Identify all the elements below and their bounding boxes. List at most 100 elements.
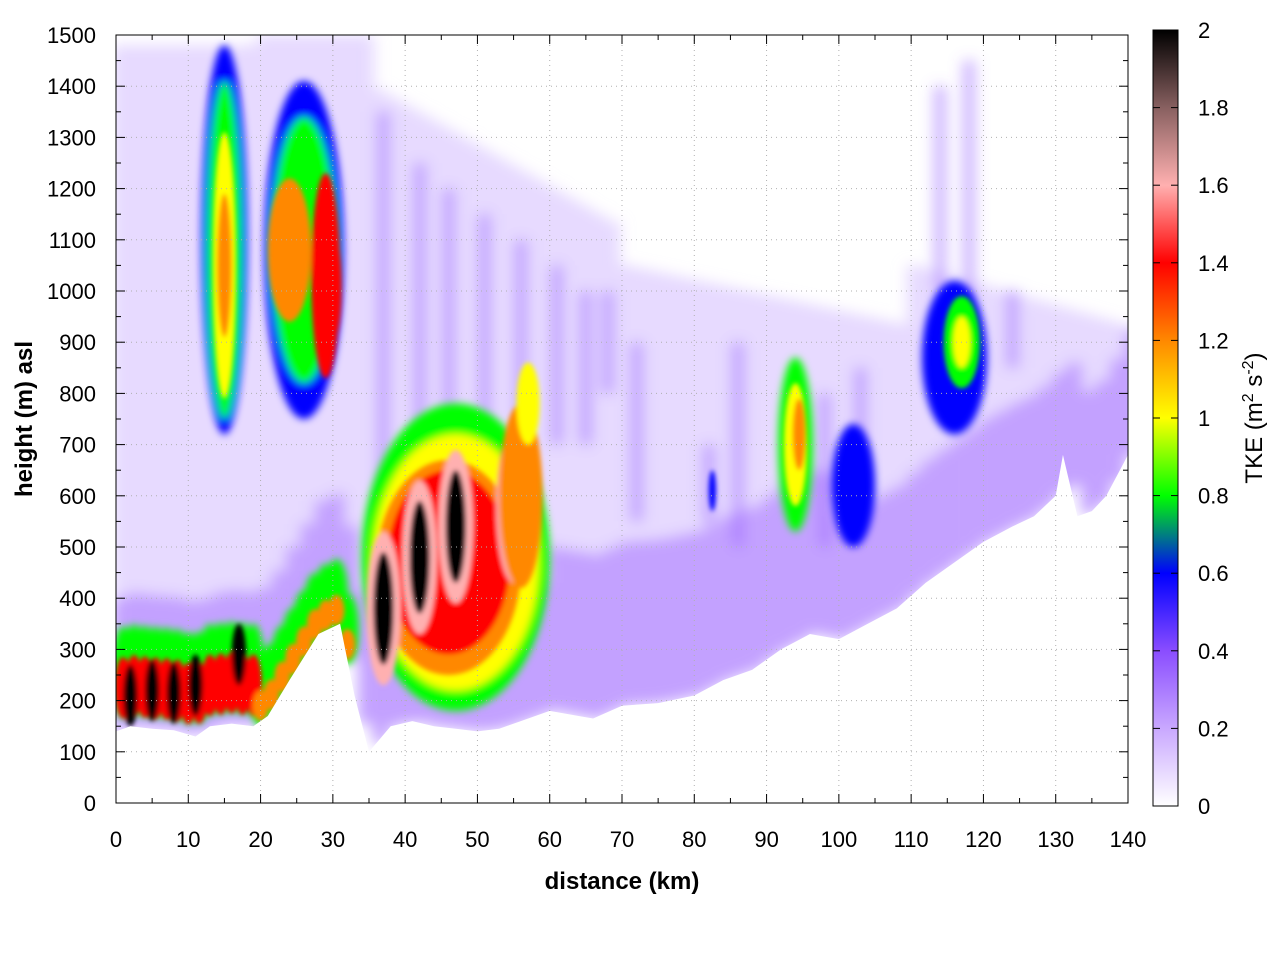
tke-purple-band [964, 429, 982, 553]
tke-purple-band [545, 547, 563, 711]
tke-core [328, 594, 345, 626]
tke-core [231, 623, 247, 686]
y-tick-label: 400 [59, 586, 96, 611]
x-tick-label: 90 [754, 827, 778, 852]
y-tick-label: 300 [59, 637, 96, 662]
tke-core [263, 679, 280, 710]
y-axis: 0 100 200 300 400 500 600 700 800 900 1000 1100 1200… [47, 23, 1128, 816]
tke-streak [630, 342, 643, 522]
colorbar: 0 0.2 0.4 0.6 0.8 1 1.2 1.4 1.6 1.8 2 TKE (m2 s-2) [1152, 18, 1268, 819]
y-tick-label: 1400 [47, 74, 96, 99]
tke-purple-band [950, 439, 967, 563]
tke-core [285, 643, 302, 675]
tke-core [144, 659, 160, 722]
y-tick-label: 500 [59, 535, 96, 560]
tke-purple-band [748, 506, 765, 670]
tke-purple-band [863, 500, 881, 624]
colorbar-tick-label: 0.6 [1198, 561, 1229, 586]
tke-purple-band [589, 554, 606, 719]
tke-heatmap [116, 35, 1128, 803]
tke-diffuse-column [168, 45, 188, 731]
tke-core [295, 626, 312, 658]
tke-core [188, 654, 203, 716]
tke-purple-band [632, 540, 649, 705]
tke-purple-band [560, 549, 577, 714]
tke-core [166, 662, 182, 724]
tke-core [831, 424, 875, 547]
tke-purple-band [907, 472, 924, 596]
tke-diffuse-column [125, 45, 144, 727]
tke-purple-band [733, 511, 751, 675]
tke-purple-band [805, 470, 823, 635]
tke-core [499, 403, 543, 588]
tke-core [445, 470, 466, 583]
x-tick-label: 60 [537, 827, 561, 852]
y-tick-label: 1000 [47, 279, 96, 304]
tke-streak [377, 111, 390, 522]
x-tick-label: 110 [894, 827, 929, 852]
tke-purple-band [936, 449, 953, 573]
tke-streak [550, 265, 563, 445]
colorbar-tick-label: 1 [1198, 406, 1210, 431]
tke-purple-band [646, 539, 664, 704]
terrain-mask [116, 454, 1128, 803]
x-tick-label: 10 [176, 827, 200, 852]
tke-purple-band [878, 493, 895, 617]
tke-diffuse-column [154, 45, 173, 730]
tke-purple-band [1109, 359, 1126, 483]
x-tick-label: 70 [610, 827, 634, 852]
tke-purple-band [979, 419, 996, 542]
x-tick-label: 0 [110, 827, 122, 852]
colorbar-tick-label: 1.6 [1198, 173, 1229, 198]
x-tick-label: 80 [682, 827, 706, 852]
x-axis-title: distance (km) [545, 868, 700, 895]
tke-core [516, 362, 540, 445]
x-tick-label: 50 [465, 827, 489, 852]
tke-purple-band [1037, 386, 1054, 510]
tke-purple-band [777, 485, 794, 650]
y-tick-label: 200 [59, 689, 96, 714]
y-tick-label: 700 [59, 433, 96, 458]
tke-purple-band [834, 516, 852, 640]
colorbar-title: TKE (m2 s-2) [1240, 352, 1268, 483]
y-tick-label: 1300 [47, 125, 96, 150]
tke-diffuse-column [342, 35, 361, 660]
y-tick-label: 1200 [47, 177, 96, 202]
tke-streak [1006, 291, 1019, 368]
tke-purple-band [1095, 380, 1112, 504]
tke-streak [962, 60, 975, 302]
colorbar-tick-label: 1.2 [1198, 328, 1229, 353]
x-tick-label: 30 [321, 827, 345, 852]
tke-core [217, 193, 232, 338]
tke-streak [818, 393, 831, 547]
x-tick-label: 130 [1037, 827, 1074, 852]
tke-purple-band [993, 411, 1011, 535]
colorbar-tick-label: 0.8 [1198, 484, 1229, 509]
tke-core [123, 664, 138, 727]
x-tick-label: 20 [248, 827, 272, 852]
x-axis: 0 10 20 30 40 50 60 70 80 90 100 110 120 130 140 [110, 35, 1146, 852]
grid [116, 35, 1128, 803]
colorbar-tick-label: 0.2 [1198, 716, 1229, 741]
tke-purple-band [690, 531, 707, 696]
plot-area [115, 34, 1129, 804]
x-tick-label: 40 [393, 827, 417, 852]
colorbar-tick-label: 0.4 [1198, 639, 1229, 664]
tke-purple-band [1080, 390, 1098, 514]
tke-core [373, 552, 394, 665]
tke-core [708, 470, 716, 512]
tke-diffuse-column [139, 45, 159, 728]
tke-streak [442, 188, 455, 471]
x-tick-label: 140 [1110, 827, 1147, 852]
tke-purple-band [1008, 403, 1025, 527]
tke-diffuse-column [183, 45, 202, 735]
tke-core [792, 398, 806, 471]
y-tick-label: 100 [59, 740, 96, 765]
tke-purple-band [762, 495, 780, 660]
tke-streak [934, 86, 947, 291]
y-tick-label: 1500 [47, 23, 96, 48]
colorbar-ticks: 0 0.2 0.4 0.6 0.8 1 1.2 1.4 1.6 1.8 2 [1153, 18, 1229, 819]
tke-purple-band [1022, 396, 1040, 520]
tke-core [267, 178, 312, 322]
